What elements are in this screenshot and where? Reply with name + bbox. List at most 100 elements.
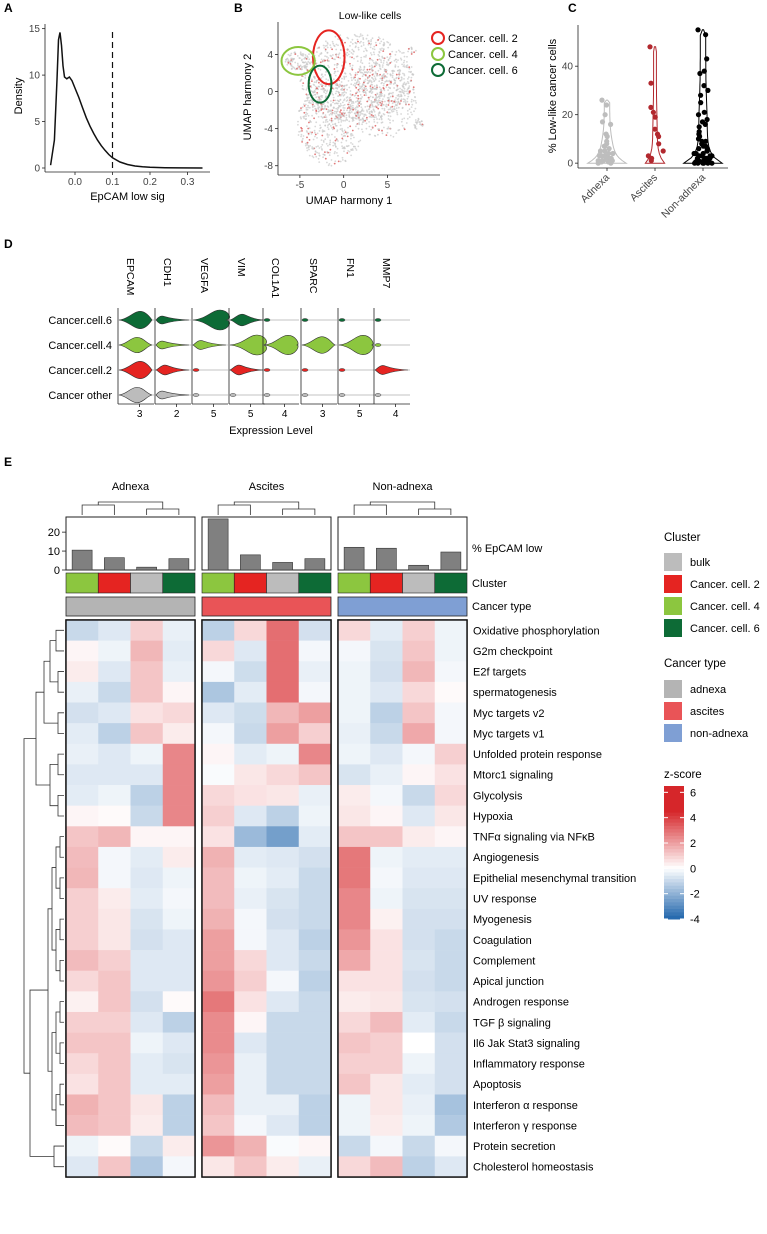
cell-point	[327, 124, 329, 127]
cell-point	[375, 99, 378, 102]
colorbar-segment	[664, 869, 684, 873]
low-like-cell-point	[376, 58, 379, 61]
heatmap-cell	[338, 950, 371, 972]
cell-point	[375, 72, 377, 75]
epcam-low-bar	[207, 518, 229, 571]
heatmap-cell	[162, 1115, 196, 1137]
cell-point	[356, 35, 358, 38]
cell-point	[300, 133, 303, 136]
cell-point	[348, 115, 351, 118]
cell-point	[327, 109, 330, 111]
heatmap-cell	[234, 1094, 267, 1116]
cluster-annotation-cell	[130, 572, 164, 594]
pathway-label: Unfolded protein response	[473, 749, 602, 761]
cell-point	[318, 130, 321, 132]
cell-point	[393, 70, 396, 72]
cell-point	[317, 95, 320, 98]
cell-point	[314, 85, 317, 88]
cell-point	[407, 113, 409, 115]
cell-point	[394, 66, 397, 68]
cell-point	[348, 106, 350, 108]
cell-point	[357, 114, 360, 117]
cell-point	[318, 161, 321, 164]
cell-point	[328, 163, 331, 165]
colorbar-segment	[664, 885, 684, 890]
expression-violin	[263, 368, 271, 372]
cell-point	[305, 99, 307, 102]
low-like-cell-point	[337, 160, 340, 163]
cell-point	[351, 134, 354, 137]
cell-point	[403, 73, 406, 75]
cell-point	[332, 93, 334, 96]
cell-point	[395, 77, 398, 80]
x-tick-label: 4	[282, 409, 288, 420]
heatmap-cell	[298, 1053, 332, 1075]
low-like-cell-point	[318, 81, 320, 84]
low-like-cell-point	[355, 115, 357, 117]
cell-point	[363, 87, 366, 90]
cell-point	[332, 42, 335, 45]
low-like-cell-point	[301, 141, 303, 143]
cell-point	[347, 126, 349, 129]
legend-swatch	[664, 724, 682, 742]
cell-point	[398, 73, 401, 76]
heatmap-cell	[402, 929, 436, 951]
heatmap-cell	[202, 681, 235, 703]
sample-point	[701, 109, 707, 115]
cell-point	[385, 103, 388, 106]
cell-point	[383, 82, 385, 85]
cell-point	[351, 104, 354, 107]
cell-point	[383, 107, 386, 110]
colorbar-segment	[664, 879, 684, 883]
y-tick-label: 0	[567, 159, 573, 170]
sample-point	[656, 141, 662, 147]
cell-point	[393, 59, 396, 62]
cell-point	[406, 64, 409, 66]
cell-point	[392, 119, 394, 122]
cell-point	[404, 100, 407, 102]
low-like-cell-point	[333, 68, 336, 70]
heatmap-cell	[266, 1135, 300, 1157]
low-like-cell-point	[308, 121, 310, 124]
cell-point	[388, 79, 391, 82]
heatmap-cell	[298, 1135, 332, 1157]
cell-point	[304, 103, 307, 106]
heatmap-cell	[298, 929, 332, 951]
heatmap-cell	[130, 908, 164, 930]
cell-point	[315, 112, 317, 114]
cell-point	[372, 66, 374, 69]
low-like-cell-point	[367, 96, 370, 99]
low-like-cell-point	[375, 44, 378, 47]
low-like-cell-point	[369, 85, 372, 87]
low-like-cell-point	[339, 111, 341, 113]
gene-label: EPCAM	[124, 258, 136, 295]
cell-point	[344, 119, 346, 122]
heatmap-cell	[298, 1073, 332, 1095]
heatmap-cell	[162, 1053, 196, 1075]
cell-point	[325, 116, 328, 118]
low-like-cell-point	[329, 148, 332, 151]
pathway-label: Coagulation	[473, 935, 532, 947]
gene-label: MMP7	[380, 258, 392, 288]
cell-point	[306, 108, 309, 111]
heatmap-cell	[234, 785, 267, 806]
cell-point	[334, 99, 337, 102]
y-axis-title: UMAP harmony 2	[242, 54, 254, 141]
cell-point	[337, 121, 340, 124]
legend-label: Cancer. cell. 2	[690, 579, 760, 591]
cell-point	[325, 44, 328, 47]
heatmap-cell	[338, 1135, 371, 1157]
cell-point	[329, 112, 332, 115]
cell-point	[325, 40, 327, 43]
cell-point	[317, 116, 320, 118]
cell-point	[335, 82, 338, 85]
heatmap-cell	[298, 723, 332, 745]
cell-point	[381, 47, 383, 50]
heatmap-cell	[234, 970, 267, 992]
heatmap-cell	[202, 908, 235, 930]
group-title: Ascites	[249, 481, 285, 493]
cell-point	[364, 91, 367, 93]
colorbar-segment	[664, 902, 684, 907]
low-like-cell-point	[355, 86, 358, 89]
cell-point	[380, 61, 383, 64]
